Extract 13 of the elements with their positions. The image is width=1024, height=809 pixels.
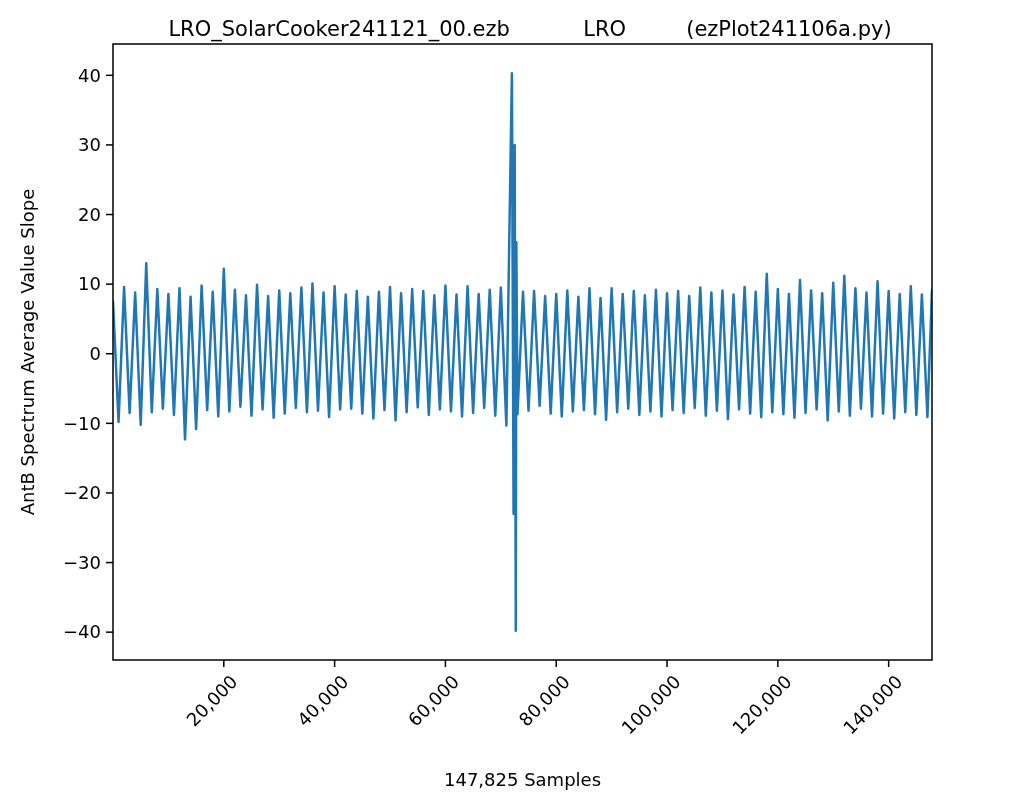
line-series xyxy=(113,71,932,633)
y-axis-title: AntB Spectrum Average Value Slope xyxy=(17,188,38,516)
y-tick-label: 0 xyxy=(89,343,101,365)
y-tick-label: −10 xyxy=(63,412,101,434)
x-axis-title: 147,825 Samples xyxy=(443,769,602,790)
y-tick-label: −20 xyxy=(63,482,101,504)
y-tick-label: −40 xyxy=(63,621,101,643)
y-tick-label: 40 xyxy=(78,64,101,86)
y-tick-label: 30 xyxy=(78,134,101,156)
chart-title: LRO_SolarCooker241121_00.ezb LRO (ezPlot241106a.py) xyxy=(168,17,892,42)
y-tick-label: 10 xyxy=(78,273,101,295)
y-tick-label: −30 xyxy=(63,551,101,573)
y-tick-label: 20 xyxy=(78,203,101,225)
